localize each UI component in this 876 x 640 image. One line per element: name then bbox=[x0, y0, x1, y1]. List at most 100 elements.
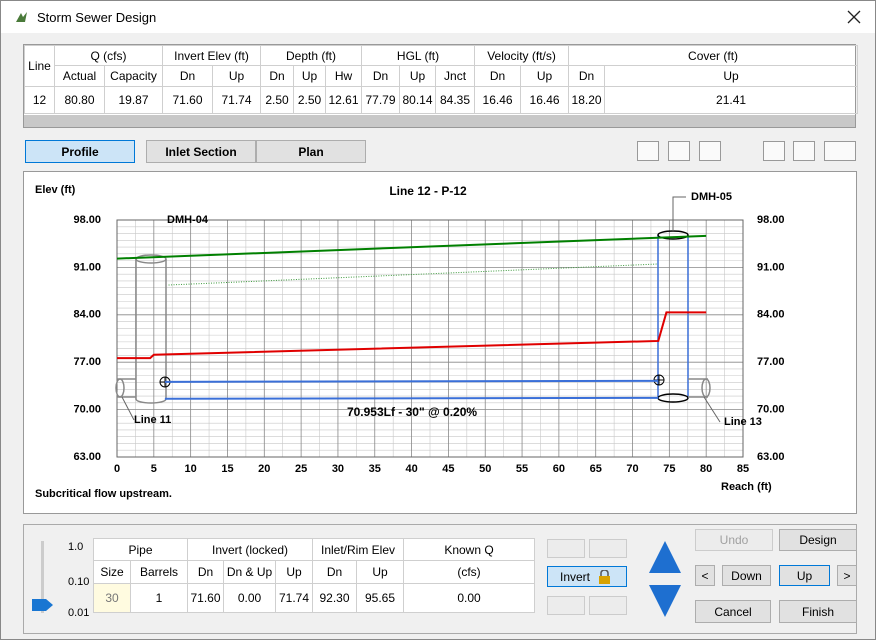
merge-button[interactable] bbox=[589, 539, 627, 558]
column-header: Barrels bbox=[130, 560, 188, 584]
tab-button[interactable]: Plan bbox=[256, 140, 366, 163]
invert-button[interactable]: Invert bbox=[547, 566, 627, 587]
y-tick-label: 84.00 bbox=[73, 309, 101, 321]
column-header: Dn bbox=[312, 560, 358, 584]
next-line[interactable] bbox=[589, 596, 627, 615]
cell: 21.41 bbox=[604, 86, 859, 114]
column-header: Dn bbox=[361, 65, 401, 87]
column-header: Dn bbox=[568, 65, 606, 87]
move-arrows[interactable] bbox=[648, 540, 682, 618]
zoom-in[interactable] bbox=[637, 141, 659, 161]
data-row: 12 80.80 19.87 71.60 71.74 2.50 2.50 12.61 77.79… bbox=[24, 86, 859, 114]
manhole-top bbox=[135, 254, 167, 264]
close-button[interactable] bbox=[847, 10, 861, 24]
profile-line bbox=[164, 379, 659, 383]
cell: 80.80 bbox=[54, 86, 105, 114]
y-tick-label: 70.00 bbox=[73, 404, 101, 416]
x-tick-label: 10 bbox=[185, 463, 197, 475]
connection-stub bbox=[117, 378, 136, 398]
zoom-fit[interactable] bbox=[699, 141, 721, 161]
y2-tick-label: 70.00 bbox=[757, 404, 785, 416]
chart-title: Line 12 - P-12 bbox=[389, 184, 467, 198]
previous-line[interactable] bbox=[547, 596, 585, 615]
button-label: Invert bbox=[559, 569, 590, 584]
down-button[interactable]: Down bbox=[722, 565, 771, 586]
column-header: Dn bbox=[187, 560, 224, 584]
x-tick-label: 35 bbox=[369, 463, 381, 475]
annotation: DMH-05 bbox=[691, 191, 732, 203]
column-header: Dn bbox=[162, 65, 213, 87]
design-button[interactable]: Design bbox=[779, 529, 857, 551]
results-table: Line Q (cfs) Invert Elev (ft) Depth (ft) HGL… bbox=[24, 45, 859, 114]
annotation: 70.953Lf - 30" @ 0.20% bbox=[347, 405, 477, 419]
x-axis-label: Reach (ft) bbox=[721, 481, 772, 493]
leader-line bbox=[121, 196, 721, 423]
header-row: Line Q (cfs) Invert Elev (ft) Depth (ft) HGL… bbox=[24, 45, 859, 87]
column-header: Up bbox=[274, 560, 314, 584]
cell: 12.61 bbox=[324, 86, 363, 114]
table-view[interactable] bbox=[793, 141, 815, 161]
tab-button[interactable]: Profile bbox=[25, 140, 135, 163]
window-title: Storm Sewer Design bbox=[37, 10, 157, 25]
button-label: < bbox=[701, 568, 709, 583]
x-tick-label: 65 bbox=[590, 463, 602, 475]
tab-label: Profile bbox=[61, 144, 99, 159]
print[interactable] bbox=[824, 141, 856, 161]
undo-button[interactable]: Undo bbox=[695, 529, 773, 551]
column-header: Capacity bbox=[104, 65, 163, 87]
finish-button[interactable]: Finish bbox=[779, 600, 857, 623]
group-header: Velocity (ft/s) bbox=[474, 45, 570, 66]
next-button[interactable]: > bbox=[837, 565, 857, 586]
cell: 2.50 bbox=[260, 86, 294, 114]
note: Subcritical flow upstream. bbox=[35, 488, 172, 500]
annotation: DMH-04 bbox=[167, 214, 209, 226]
cell: 16.46 bbox=[474, 86, 522, 114]
up-button[interactable]: Up bbox=[779, 565, 830, 586]
scrollbar[interactable] bbox=[24, 115, 855, 127]
profile-line bbox=[168, 263, 658, 286]
button-label: Cancel bbox=[714, 604, 752, 619]
scale-label: 0.10 bbox=[68, 576, 90, 588]
column-header: Dn & Up bbox=[223, 560, 276, 584]
chart-options[interactable] bbox=[763, 141, 785, 161]
x-tick-label: 40 bbox=[405, 463, 417, 475]
x-tick-label: 60 bbox=[553, 463, 565, 475]
cell: 71.60 bbox=[162, 86, 213, 114]
button-label: Undo bbox=[719, 533, 749, 547]
y-tick-label: 98.00 bbox=[73, 214, 101, 226]
x-tick-label: 30 bbox=[332, 463, 344, 475]
group-header: Depth (ft) bbox=[259, 45, 363, 66]
split-button[interactable] bbox=[547, 539, 585, 558]
cell: 77.79 bbox=[361, 86, 401, 114]
y2-tick-label: 63.00 bbox=[757, 451, 785, 463]
x-tick-label: 25 bbox=[295, 463, 307, 475]
button-label: > bbox=[843, 568, 851, 583]
prev-button[interactable]: < bbox=[695, 565, 715, 586]
tab-button[interactable]: Inlet Section bbox=[146, 140, 256, 163]
x-tick-label: 70 bbox=[626, 463, 638, 475]
x-tick-label: 75 bbox=[663, 463, 675, 475]
cancel-button[interactable]: Cancel bbox=[695, 600, 771, 623]
x-tick-label: 55 bbox=[516, 463, 528, 475]
column-header: Up bbox=[399, 65, 437, 87]
plot-frame bbox=[116, 219, 744, 458]
annotation: Line 11 bbox=[134, 414, 171, 426]
zoom-out[interactable] bbox=[668, 141, 690, 161]
pipe-table: Pipe Invert (locked) Inlet/Rim Elev Known Q… bbox=[93, 538, 536, 613]
y-tick-label: 77.00 bbox=[73, 356, 101, 368]
group-header: Pipe bbox=[93, 538, 188, 561]
column-header: Up bbox=[604, 65, 859, 87]
column-header: Up bbox=[293, 65, 326, 87]
column-header: Dn bbox=[474, 65, 522, 87]
x-tick-label: 45 bbox=[442, 463, 454, 475]
group-header: HGL (ft) bbox=[361, 45, 476, 66]
button-label: Down bbox=[731, 568, 762, 583]
cell: 0.00 bbox=[403, 583, 536, 613]
y2-tick-label: 91.00 bbox=[757, 261, 785, 273]
slider-thumb[interactable] bbox=[32, 598, 54, 612]
header-row: Pipe Invert (locked) Inlet/Rim Elev Known Q bbox=[93, 538, 536, 561]
profile-line bbox=[117, 311, 707, 360]
profile-line bbox=[164, 396, 659, 400]
cell: 1 bbox=[130, 583, 188, 613]
